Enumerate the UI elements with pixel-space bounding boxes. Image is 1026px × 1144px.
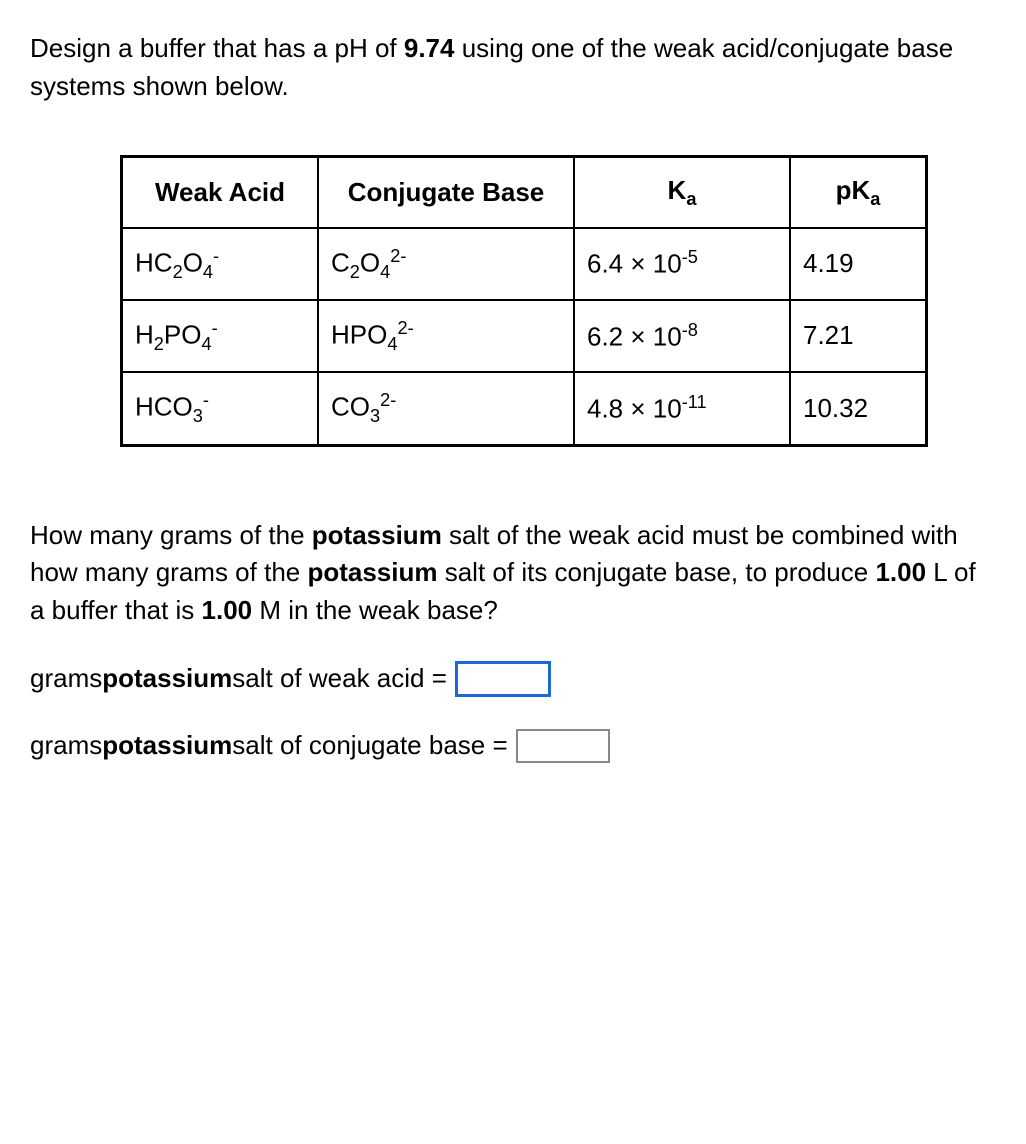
question-intro: Design a buffer that has a pH of 9.74 us… bbox=[30, 30, 996, 105]
a1-b: potassium bbox=[102, 660, 232, 698]
table-header-row: Weak Acid Conjugate Base Ka pKa bbox=[122, 157, 927, 228]
a2-b: potassium bbox=[102, 727, 232, 765]
q-b2: potassium bbox=[307, 557, 437, 587]
table-body: HC2O4-C2O42-6.4 × 10-54.19H2PO4-HPO42-6.… bbox=[122, 228, 927, 445]
a2-t2: salt of conjugate base = bbox=[232, 727, 507, 765]
cell-weak-acid: HCO3- bbox=[122, 372, 319, 445]
cell-ka: 6.2 × 10-8 bbox=[574, 300, 790, 372]
cell-pka: 4.19 bbox=[790, 228, 927, 300]
weak-acid-grams-input[interactable] bbox=[455, 661, 551, 697]
conjugate-base-grams-input[interactable] bbox=[516, 729, 610, 763]
cell-weak-acid: H2PO4- bbox=[122, 300, 319, 372]
q-b1: potassium bbox=[312, 520, 442, 550]
cell-weak-acid: HC2O4- bbox=[122, 228, 319, 300]
answer-line-2: grams potassium salt of conjugate base = bbox=[30, 727, 996, 765]
table-row: HC2O4-C2O42-6.4 × 10-54.19 bbox=[122, 228, 927, 300]
q-vol: 1.00 bbox=[875, 557, 926, 587]
a1-t1: grams bbox=[30, 660, 102, 698]
cell-conjugate-base: C2O42- bbox=[318, 228, 574, 300]
intro-ph: 9.74 bbox=[404, 33, 455, 63]
table-row: H2PO4-HPO42-6.2 × 10-87.21 bbox=[122, 300, 927, 372]
q-t3: salt of its conjugate base, to produce bbox=[438, 557, 876, 587]
col-ka: Ka bbox=[574, 157, 790, 228]
table-row: HCO3-CO32-4.8 × 10-1110.32 bbox=[122, 372, 927, 445]
q-conc: 1.00 bbox=[202, 595, 253, 625]
answer-line-1: grams potassium salt of weak acid = bbox=[30, 660, 996, 698]
q-t1: How many grams of the bbox=[30, 520, 312, 550]
a2-t1: grams bbox=[30, 727, 102, 765]
buffer-systems-table: Weak Acid Conjugate Base Ka pKa HC2O4-C2… bbox=[120, 155, 928, 446]
cell-pka: 10.32 bbox=[790, 372, 927, 445]
cell-ka: 4.8 × 10-11 bbox=[574, 372, 790, 445]
col-pka: pKa bbox=[790, 157, 927, 228]
cell-pka: 7.21 bbox=[790, 300, 927, 372]
cell-conjugate-base: HPO42- bbox=[318, 300, 574, 372]
col-conjugate-base: Conjugate Base bbox=[318, 157, 574, 228]
question-body: How many grams of the potassium salt of … bbox=[30, 517, 996, 630]
cell-conjugate-base: CO32- bbox=[318, 372, 574, 445]
a1-t2: salt of weak acid = bbox=[232, 660, 447, 698]
col-weak-acid: Weak Acid bbox=[122, 157, 319, 228]
cell-ka: 6.4 × 10-5 bbox=[574, 228, 790, 300]
q-t5: M in the weak base? bbox=[252, 595, 498, 625]
intro-text-1: Design a buffer that has a pH of bbox=[30, 33, 404, 63]
